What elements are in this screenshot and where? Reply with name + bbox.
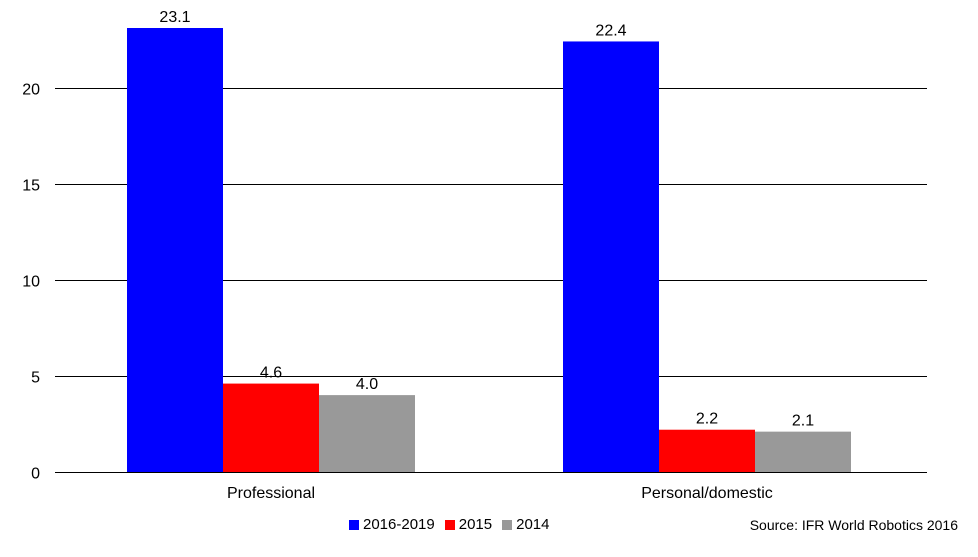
chart-legend: 2016-2019 2015 2014 [349,516,559,533]
legend-swatch-2015 [444,519,455,530]
data-label: 23.1 [159,9,190,26]
data-label: 2.2 [696,411,718,428]
x-category-label-personal-domestic: Personal/domestic [641,485,773,502]
bar-2014-professional [319,395,415,472]
legend-label-2014: 2014 [516,516,550,533]
legend-label-2015: 2015 [458,516,493,533]
bar-2016-2019-personal-domestic [563,41,659,473]
data-label: 4.6 [260,365,282,382]
legend-item-2014: 2014 [502,516,549,533]
bar-2015-personal-domestic [659,429,755,472]
data-label: 2.1 [792,413,814,430]
legend-item-2016-2019: 2016-2019 [349,516,435,533]
legend-item-2015: 2015 [444,516,493,533]
y-tick-label-15: 15 [22,178,40,195]
y-tick-label-10: 10 [22,274,40,291]
bar-2016-2019-professional [127,28,223,472]
x-category-label-professional: Professional [227,485,315,502]
y-tick-label-5: 5 [31,370,40,387]
legend-swatch-2016-2019 [349,519,359,530]
bar-2014-personal-domestic [755,431,851,472]
bar-2015-professional [223,383,319,472]
legend-swatch-2014 [502,519,513,530]
data-label: 22.4 [595,22,626,39]
y-tick-label-0: 0 [31,466,40,483]
source-note: Source: IFR World Robotics 2016 [749,517,958,533]
legend-label-2016-2019: 2016-2019 [363,516,435,533]
y-tick-label-20: 20 [22,82,40,99]
data-label: 4.0 [356,376,378,393]
